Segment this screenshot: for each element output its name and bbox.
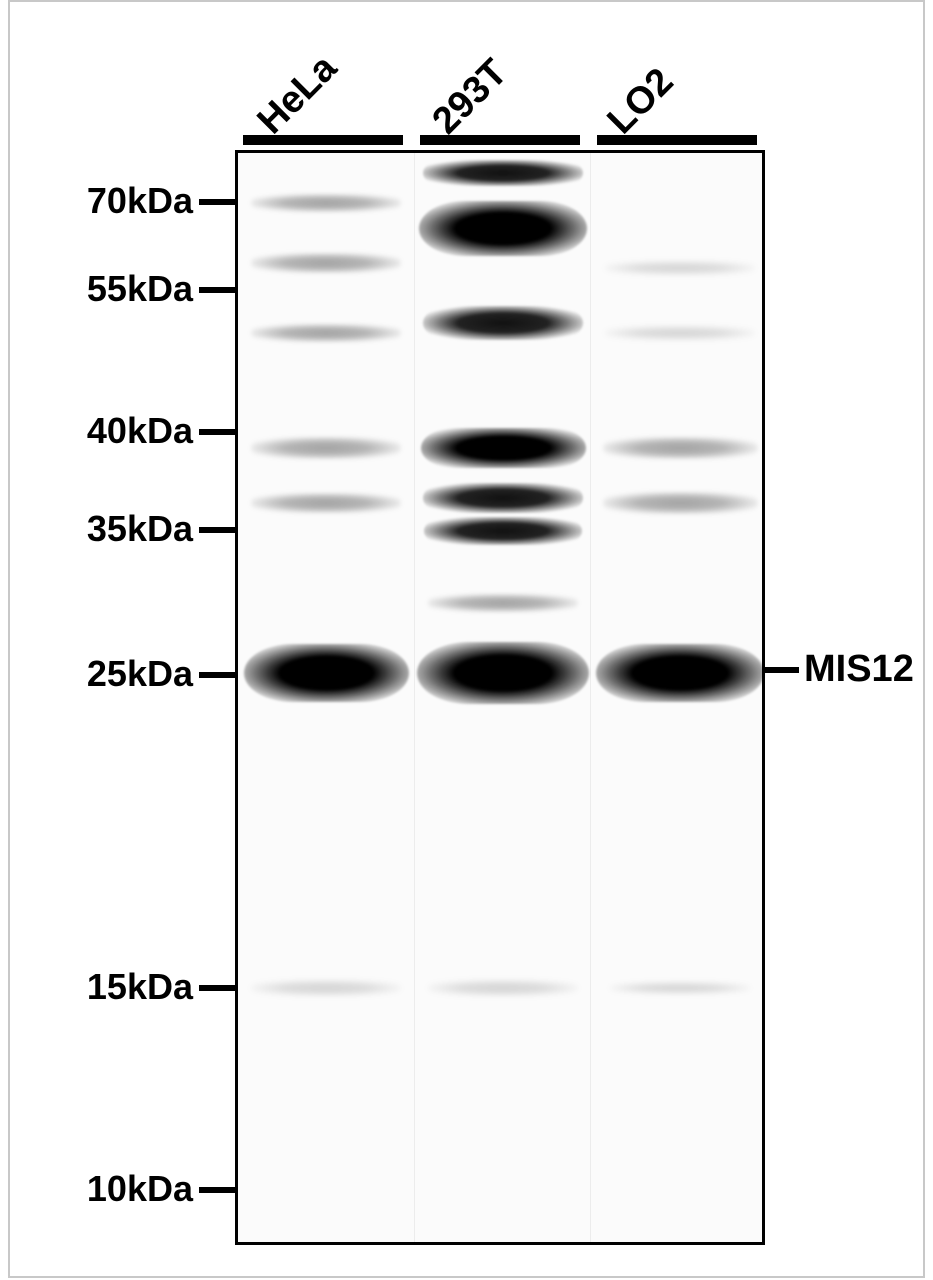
blot-band — [596, 644, 764, 702]
blot-band — [417, 642, 589, 704]
blot-band — [603, 437, 758, 459]
bands-layer — [238, 153, 762, 1242]
blot-band — [428, 980, 578, 996]
mw-tick — [199, 429, 235, 435]
mw-tick — [199, 527, 235, 533]
blot-band — [423, 483, 583, 513]
mw-label: 35kDa — [30, 508, 193, 550]
target-tick — [765, 667, 799, 673]
lane-bar — [420, 135, 580, 145]
blot-band — [419, 201, 587, 256]
blot-band — [603, 492, 758, 514]
blot-membrane — [235, 150, 765, 1245]
mw-tick — [199, 199, 235, 205]
blot-band — [251, 437, 401, 459]
mw-label: 55kDa — [30, 268, 193, 310]
blot-band — [421, 428, 586, 468]
blot-band — [251, 324, 401, 342]
blot-band — [251, 194, 401, 212]
blot-band — [605, 326, 755, 340]
blot-band — [424, 517, 582, 545]
blot-band — [251, 253, 401, 273]
blot-band — [428, 594, 578, 612]
mw-label: 70kDa — [30, 180, 193, 222]
mw-label: 25kDa — [30, 653, 193, 695]
blot-band — [423, 306, 583, 340]
mw-tick — [199, 1187, 235, 1193]
lane-bar — [243, 135, 403, 145]
blot-band — [423, 160, 583, 186]
mw-tick — [199, 985, 235, 991]
blot-band — [251, 980, 401, 996]
mw-label: 10kDa — [30, 1168, 193, 1210]
blot-band — [251, 493, 401, 513]
target-label: MIS12 — [804, 648, 914, 691]
mw-tick — [199, 672, 235, 678]
mw-label: 15kDa — [30, 966, 193, 1008]
blot-band — [244, 644, 409, 702]
mw-tick — [199, 287, 235, 293]
lane-bar — [597, 135, 757, 145]
mw-label: 40kDa — [30, 410, 193, 452]
blot-band — [605, 261, 755, 275]
blot-band — [610, 982, 750, 994]
